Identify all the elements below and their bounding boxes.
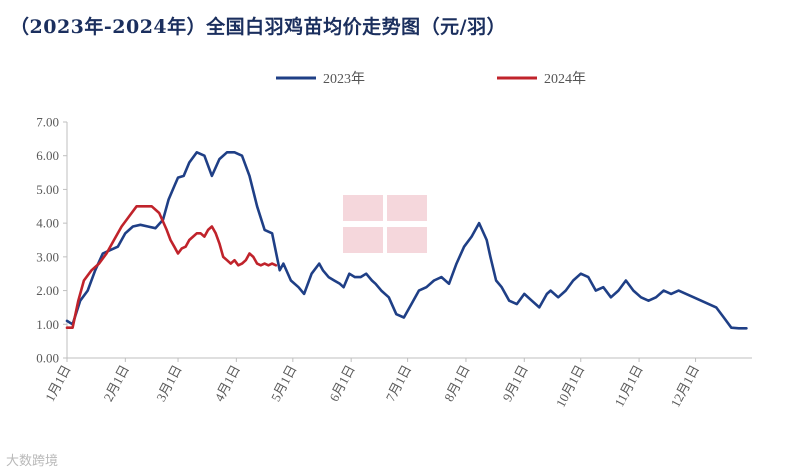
x-tick-label: 9月1日 [499, 362, 531, 403]
watermark-logo [343, 195, 435, 255]
x-tick-label: 3月1日 [153, 362, 185, 403]
x-tick-label: 2月1日 [100, 362, 132, 403]
x-tick-label: 10月1日 [553, 362, 588, 409]
x-tick-label: 12月1日 [668, 362, 703, 409]
y-tick-label: 1.00 [36, 317, 59, 332]
chart-legend: 2023年 2024年 [276, 71, 586, 87]
chart-title: （2023年-2024年）全国白羽鸡苗均价走势图（元/羽） [10, 16, 507, 38]
x-tick-label: 5月1日 [268, 362, 300, 403]
x-tick-label: 8月1日 [441, 362, 473, 403]
chart-axes: 0.00 1.00 2.00 3.00 4.00 5.00 6.00 7.00 1月1日 2月1日… [36, 115, 752, 410]
x-tick-label: 6月1日 [326, 362, 358, 403]
x-tick-label: 1月1日 [42, 362, 74, 403]
y-tick-label: 0.00 [36, 351, 59, 366]
x-tick-label: 7月1日 [383, 362, 415, 403]
legend-label: 2024年 [544, 71, 586, 87]
brand-watermark: 大数跨境 [6, 454, 59, 469]
y-tick-label: 3.00 [36, 249, 59, 264]
x-tick-label: 11月1日 [611, 362, 645, 409]
chart-series [65, 151, 748, 330]
y-tick-label: 6.00 [36, 148, 59, 163]
y-tick-label: 7.00 [36, 115, 59, 130]
y-tick-label: 2.00 [36, 283, 59, 298]
series-line-2024 [65, 205, 278, 330]
series-line-2023 [65, 151, 748, 330]
y-tick-label: 5.00 [36, 182, 59, 197]
y-tick-label: 4.00 [36, 216, 59, 231]
x-tick-label: 4月1日 [211, 362, 243, 403]
legend-label: 2023年 [323, 71, 365, 87]
